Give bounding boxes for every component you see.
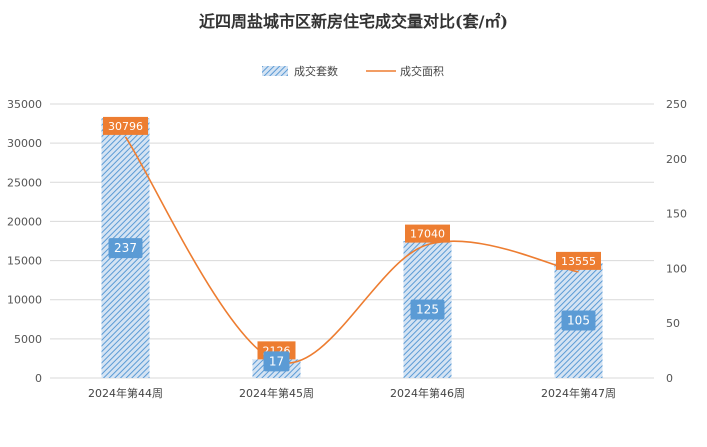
legend: 成交套数 成交面积 <box>262 64 444 78</box>
chart-title: 近四周盐城市区新房住宅成交量对比(套/㎡) <box>199 12 508 31</box>
right-tick-label: 50 <box>666 317 680 330</box>
units-data-label: 125 <box>416 303 439 317</box>
units-label-box <box>410 299 445 320</box>
category-labels: 2024年第44周 2024年第45周 2024年第46周 2024年第47周 <box>88 386 616 400</box>
category-label: 2024年第45周 <box>239 386 314 400</box>
right-tick-label: 100 <box>666 262 687 275</box>
left-tick-label: 0 <box>35 372 42 385</box>
left-tick-label: 15000 <box>7 255 42 268</box>
legend-swatch-bar <box>262 66 288 76</box>
left-tick-label: 35000 <box>7 98 42 111</box>
line-series <box>124 136 579 364</box>
units-data-label: 105 <box>567 313 590 327</box>
category-label: 2024年第47周 <box>541 386 616 400</box>
line-path <box>124 136 579 364</box>
right-axis-ticks: 0 50 100 150 200 250 <box>666 98 687 385</box>
area-data-label: 30796 <box>108 120 143 133</box>
units-label-box <box>108 238 143 259</box>
units-label-box <box>561 310 596 331</box>
left-tick-label: 10000 <box>7 294 42 307</box>
legend-label-bar: 成交套数 <box>294 64 338 78</box>
legend-label-line: 成交面积 <box>400 64 444 78</box>
left-axis-ticks: 0 5000 10000 15000 20000 25000 30000 35000 <box>7 98 42 385</box>
units-data-label: 17 <box>269 354 284 368</box>
units-data-label: 237 <box>114 241 137 255</box>
units-label-box <box>263 351 290 372</box>
left-tick-label: 20000 <box>7 215 42 228</box>
area-data-label: 13555 <box>561 255 596 268</box>
area-label-box <box>405 224 450 243</box>
area-label-box <box>103 116 148 135</box>
left-tick-label: 25000 <box>7 176 42 189</box>
right-tick-label: 250 <box>666 98 687 111</box>
right-tick-label: 200 <box>666 153 687 166</box>
area-label-box <box>556 251 601 270</box>
left-tick-label: 5000 <box>14 333 42 346</box>
category-label: 2024年第46周 <box>390 386 465 400</box>
area-data-label: 17040 <box>410 228 445 241</box>
category-label: 2024年第44周 <box>88 386 163 400</box>
left-tick-label: 30000 <box>7 137 42 150</box>
right-tick-label: 150 <box>666 208 687 221</box>
right-tick-label: 0 <box>666 372 673 385</box>
